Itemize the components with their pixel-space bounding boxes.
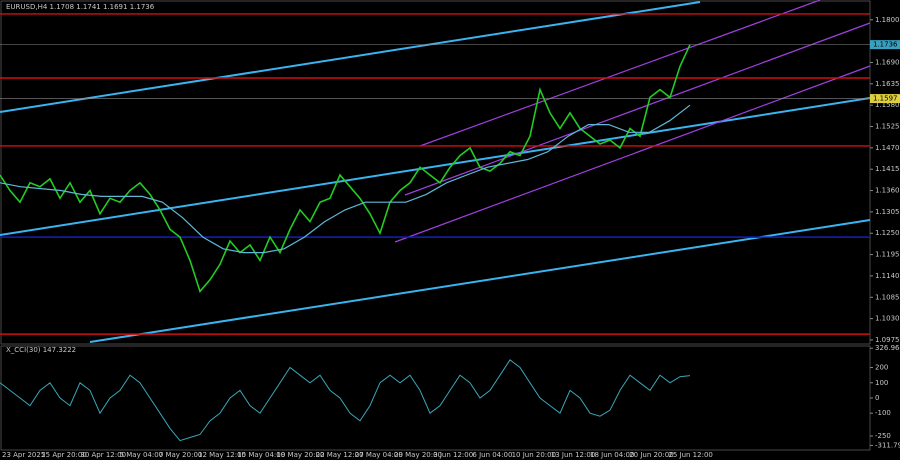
- indicator-title: X_CCI(30) 147.3222: [6, 346, 76, 354]
- trend-lines: [0, 1, 871, 343]
- y-tick-label: 1.1635: [875, 80, 900, 88]
- trend-line: [89, 219, 871, 343]
- channel: [394, 0, 871, 243]
- y-tick-label: 1.1085: [875, 293, 900, 301]
- indicator-tick-label: -250: [875, 432, 891, 440]
- indicator-tick-label: 0: [875, 394, 879, 402]
- x-tick-label: 19 May 20:00: [276, 451, 324, 459]
- x-tick-label: 7 May 20:00: [159, 451, 203, 459]
- indicator-tick-label: 200: [875, 364, 888, 372]
- y-tick-label: 1.1305: [875, 208, 900, 216]
- x-tick-label: 25 Apr 20:00: [41, 451, 87, 459]
- price-tag-label: 1.1736: [873, 41, 898, 49]
- x-tick-label: 3 Jun 12:00: [433, 451, 473, 459]
- y-tick-label: 1.1030: [875, 315, 900, 323]
- price-line-series: [0, 104, 691, 254]
- cci-line: [0, 359, 691, 442]
- x-tick-label: 15 May 04:00: [237, 451, 285, 459]
- x-tick-label: 6 Jun 04:00: [472, 451, 512, 459]
- x-tick-label: 25 Jun 12:00: [668, 451, 712, 459]
- y-tick-label: 1.1800: [875, 16, 900, 24]
- price-tag: [870, 94, 900, 104]
- channel-line: [419, 0, 821, 147]
- x-tick-label: 10 Jun 20:00: [512, 451, 556, 459]
- y-tick-label: 1.1195: [875, 251, 900, 259]
- x-tick-label: 20 Jun 20:00: [629, 451, 673, 459]
- price-tag-label: 1.1597: [873, 95, 898, 103]
- channel-line: [394, 65, 871, 243]
- main-frame: [0, 0, 871, 345]
- x-tick-label: 12 May 12:00: [198, 451, 246, 459]
- indicator-tick-label: 100: [875, 379, 888, 387]
- x-tick-label: 18 Jun 04:00: [590, 451, 634, 459]
- trend-line: [0, 97, 871, 236]
- x-tick-label: 27 May 04:00: [355, 451, 403, 459]
- x-tick-label: 29 May 20:00: [394, 451, 442, 459]
- x-tick-label: 5 May 04:00: [120, 451, 164, 459]
- price-line-series: [0, 44, 691, 294]
- x-tick-label: 22 May 12:00: [316, 451, 364, 459]
- channel-line: [404, 22, 871, 196]
- x-tick-label: 23 Apr 2025: [2, 451, 45, 459]
- chart-title: EURUSD,H4 1.1708 1.1741 1.1691 1.1736: [6, 3, 155, 11]
- y-tick-label: 1.1525: [875, 123, 900, 131]
- y-tick-label: 1.0975: [875, 336, 900, 344]
- indicator-tick-label: -100: [875, 409, 891, 417]
- x-tick-label: 30 Apr 12:00: [80, 451, 126, 459]
- y-tick-label: 1.1360: [875, 187, 900, 195]
- y-tick-label: 1.1690: [875, 58, 900, 66]
- y-tick-label: 1.1250: [875, 229, 900, 237]
- y-tick-label: 1.1580: [875, 101, 900, 109]
- y-tick-label: 1.1140: [875, 272, 900, 280]
- trend-line: [0, 1, 701, 113]
- indicator-tick-label: -311.7984: [875, 441, 900, 449]
- y-tick-label: 1.1470: [875, 144, 900, 152]
- price-tag: [870, 40, 900, 50]
- y-tick-label: 1.1415: [875, 165, 900, 173]
- x-tick-label: 13 Jun 12:00: [551, 451, 595, 459]
- indicator-tick-label: 326.9647: [875, 344, 900, 352]
